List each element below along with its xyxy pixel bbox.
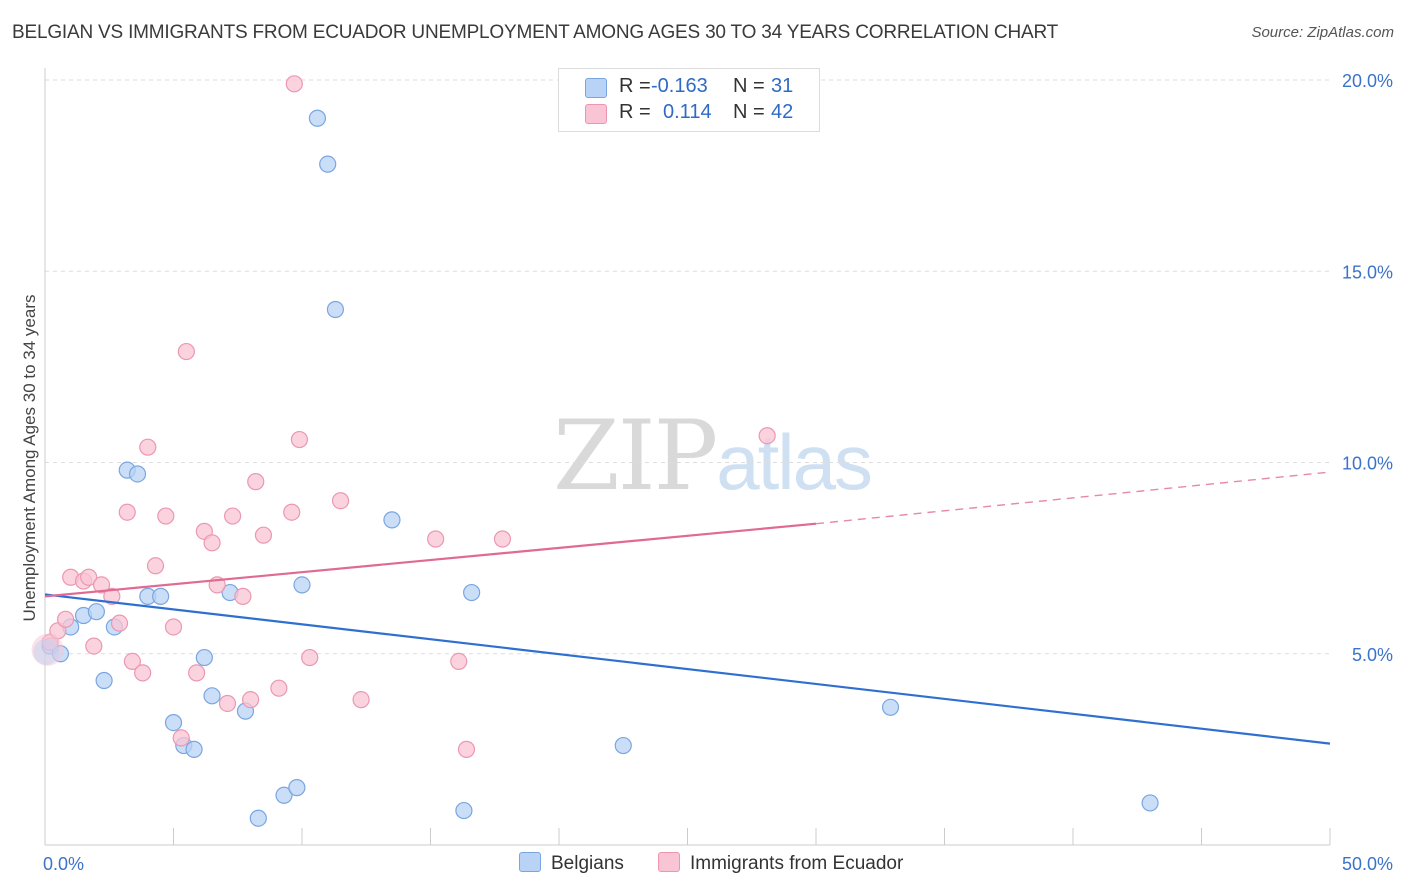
bottom-legend-belgians: Belgians [519, 852, 624, 875]
ecuador-point [85, 637, 103, 655]
legend-r-value: -0.163 [651, 75, 708, 97]
grid-layer [45, 79, 1330, 655]
legend-n-label: N = [733, 101, 765, 123]
ecuador-point [283, 503, 301, 521]
y-tick-label: 5.0% [1352, 645, 1393, 665]
belgians-point [463, 583, 481, 602]
legend-r-label: R = [619, 75, 651, 97]
y-tick-label: 15.0% [1342, 262, 1393, 282]
belgians-cluster-point [33, 638, 60, 665]
ecuador-point [188, 664, 206, 682]
belgians-point [383, 511, 401, 529]
bottom-legend-swatch-ecuador [658, 852, 680, 872]
legend-r-label: R = [619, 101, 651, 123]
belgians-point [164, 713, 183, 732]
ecuador-point [493, 530, 512, 548]
axis-layer [44, 68, 1331, 846]
ecuador-point [110, 614, 129, 632]
ecuador-point [134, 664, 152, 682]
belgians-point [614, 736, 632, 755]
correlation-legend: R = -0.163 N = 31 R = 0.114 N = 42 [558, 68, 820, 132]
legend-n-value: 42 [771, 101, 794, 123]
ecuador-point [92, 576, 111, 594]
ecuador-point [157, 507, 175, 525]
legend-n-label: N = [733, 75, 765, 97]
belgians-point [128, 465, 147, 483]
ecuador-point [242, 691, 260, 709]
ecuador-point [80, 568, 98, 586]
ecuador-point [290, 430, 309, 449]
belgians-point [249, 809, 267, 827]
y-tick-label: 20.0% [1342, 71, 1393, 91]
ecuador-point [254, 526, 273, 544]
belgians-point [1141, 794, 1159, 812]
ecuador-point [177, 342, 195, 361]
legend-swatch-belgians [585, 78, 607, 98]
belgians-point [185, 740, 203, 758]
ecuador-point [103, 587, 121, 605]
watermark-zip: ZIP [553, 400, 718, 512]
legend-swatch-ecuador [585, 104, 607, 124]
belgians-point [288, 779, 306, 797]
belgians-point [881, 698, 900, 716]
x-tick-label: 0.0% [43, 854, 84, 874]
legend-r-value: 0.114 [663, 101, 712, 123]
bottom-legend-ecuador: Immigrants from Ecuador [658, 852, 903, 875]
ecuador-point [164, 618, 183, 636]
bottom-legend-label-belgians: Belgians [551, 853, 624, 874]
x-tick-label: 50.0% [1342, 854, 1393, 874]
ecuador-point [123, 652, 141, 671]
belgians-point [455, 801, 473, 820]
ecuador-point [301, 648, 319, 667]
belgians-point [275, 786, 293, 804]
ecuador-point [270, 679, 288, 697]
ecuador-trend-line [44, 522, 817, 598]
legend-n-value: 31 [771, 75, 794, 97]
ecuador-point [457, 740, 476, 758]
ecuador-point [285, 75, 303, 93]
ecuador-cluster-point [31, 633, 64, 666]
ecuador-point [450, 652, 468, 671]
ecuador-point [234, 587, 252, 605]
points-layer [31, 75, 1159, 827]
bottom-legend-swatch-belgians [519, 852, 541, 872]
ecuador-point [427, 530, 445, 548]
belgians-point [152, 587, 170, 605]
ecuador-point [758, 427, 776, 445]
tick-label-layer: 5.0% 10.0% 15.0% 20.0% 0.0% 50.0% [43, 71, 1393, 874]
ecuador-point [331, 492, 350, 510]
ecuador-point [56, 610, 75, 628]
ecuador-point [247, 473, 265, 491]
belgians-point [308, 109, 327, 127]
belgians-point [293, 576, 311, 594]
belgians-point [87, 603, 106, 621]
ecuador-point [146, 557, 165, 575]
trend-layer [44, 471, 1331, 745]
ecuador-point [218, 694, 237, 713]
ecuador-trend-extension [815, 471, 1331, 525]
belgians-point [95, 671, 113, 690]
belgians-trend-line [44, 593, 1331, 745]
belgians-point [326, 300, 345, 319]
ecuador-point [139, 438, 157, 456]
ecuador-point [203, 534, 221, 552]
y-tick-label: 10.0% [1342, 454, 1393, 474]
ecuador-point [224, 507, 242, 525]
chart-title: BELGIAN VS IMMIGRANTS FROM ECUADOR UNEMP… [12, 22, 1059, 43]
bottom-legend-label-ecuador: Immigrants from Ecuador [690, 853, 904, 874]
ecuador-point [118, 503, 136, 521]
belgians-point [195, 648, 213, 667]
source-credit: Source: ZipAtlas.com [1251, 24, 1394, 41]
belgians-point [203, 687, 221, 705]
ecuador-point [172, 729, 190, 747]
ecuador-point [352, 691, 370, 709]
belgians-point [319, 155, 337, 173]
